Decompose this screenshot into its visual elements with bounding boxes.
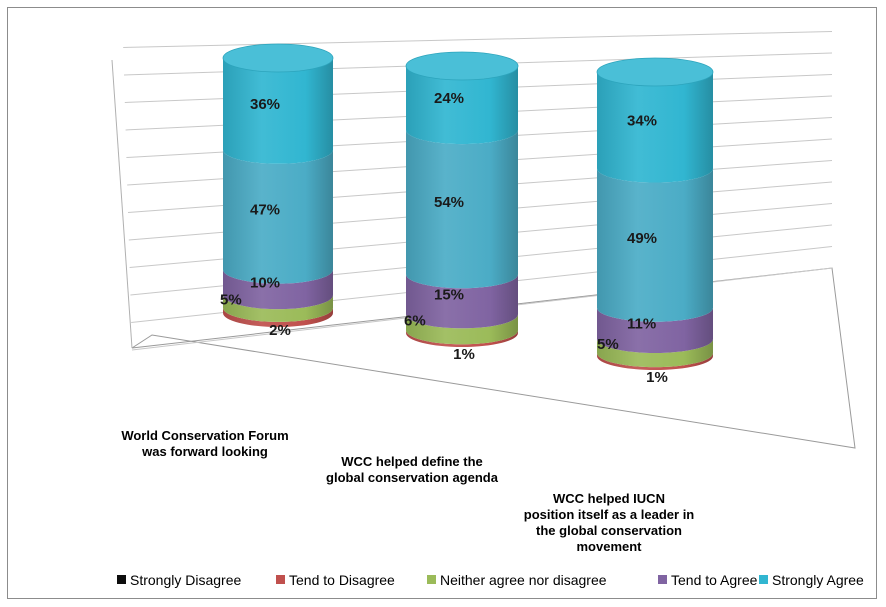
data-label: 36%	[250, 96, 280, 113]
bar-top-cap	[596, 57, 714, 87]
legend-swatch	[759, 575, 768, 584]
category-label: movement	[576, 539, 642, 554]
category-label: the global conservation	[536, 523, 682, 538]
category-label: global conservation agenda	[326, 470, 499, 485]
category-label: position itself as a leader in	[524, 507, 695, 522]
bar-segment	[406, 314, 518, 345]
bar-segment	[223, 307, 333, 327]
data-label: 24%	[434, 90, 464, 107]
legend-swatch	[427, 575, 436, 584]
bar-segment	[597, 353, 713, 370]
legend-label: Tend to Agree	[671, 572, 758, 588]
bar-segment	[597, 307, 713, 353]
bar-segment	[406, 274, 518, 329]
legend-swatch	[276, 575, 285, 584]
data-label: 10%	[250, 274, 280, 291]
bar-segment	[223, 58, 333, 164]
data-label: 49%	[627, 230, 657, 247]
data-label: 6%	[404, 312, 426, 329]
bar-segment	[597, 338, 713, 368]
data-label: 15%	[434, 286, 464, 303]
bar-segment	[597, 168, 713, 322]
data-label: 47%	[250, 202, 280, 219]
bar-top-cap	[222, 43, 334, 73]
bar-top-cap	[405, 51, 519, 81]
data-label: 1%	[453, 346, 475, 363]
legend-label: Strongly Disagree	[130, 572, 241, 588]
legend-label: Neither agree nor disagree	[440, 572, 607, 588]
data-label: 11%	[627, 315, 656, 332]
legend-label: Strongly Agree	[772, 572, 864, 588]
bar-segment	[223, 269, 333, 310]
category-label: was forward looking	[141, 444, 268, 459]
gridline	[123, 31, 833, 48]
bar-segment	[406, 66, 518, 145]
data-label: 2%	[269, 322, 291, 339]
category-label: WCC helped IUCN	[553, 491, 665, 506]
data-label: 1%	[646, 369, 668, 386]
category-label: World Conservation Forum	[121, 428, 288, 443]
axis-line	[111, 59, 133, 349]
data-label: 5%	[220, 292, 242, 309]
data-label: 54%	[434, 194, 464, 211]
bar-segment	[223, 149, 333, 284]
category-label: WCC helped define the	[341, 454, 483, 469]
legend-swatch	[117, 575, 126, 584]
bar-segment	[597, 72, 713, 183]
data-label: 34%	[627, 112, 657, 129]
bar-segment	[223, 295, 333, 322]
legend-swatch	[658, 575, 667, 584]
data-label: 5%	[597, 336, 619, 353]
bar-segment	[406, 130, 518, 289]
legend-label: Tend to Disagree	[289, 572, 395, 588]
bar-segment	[406, 330, 518, 347]
